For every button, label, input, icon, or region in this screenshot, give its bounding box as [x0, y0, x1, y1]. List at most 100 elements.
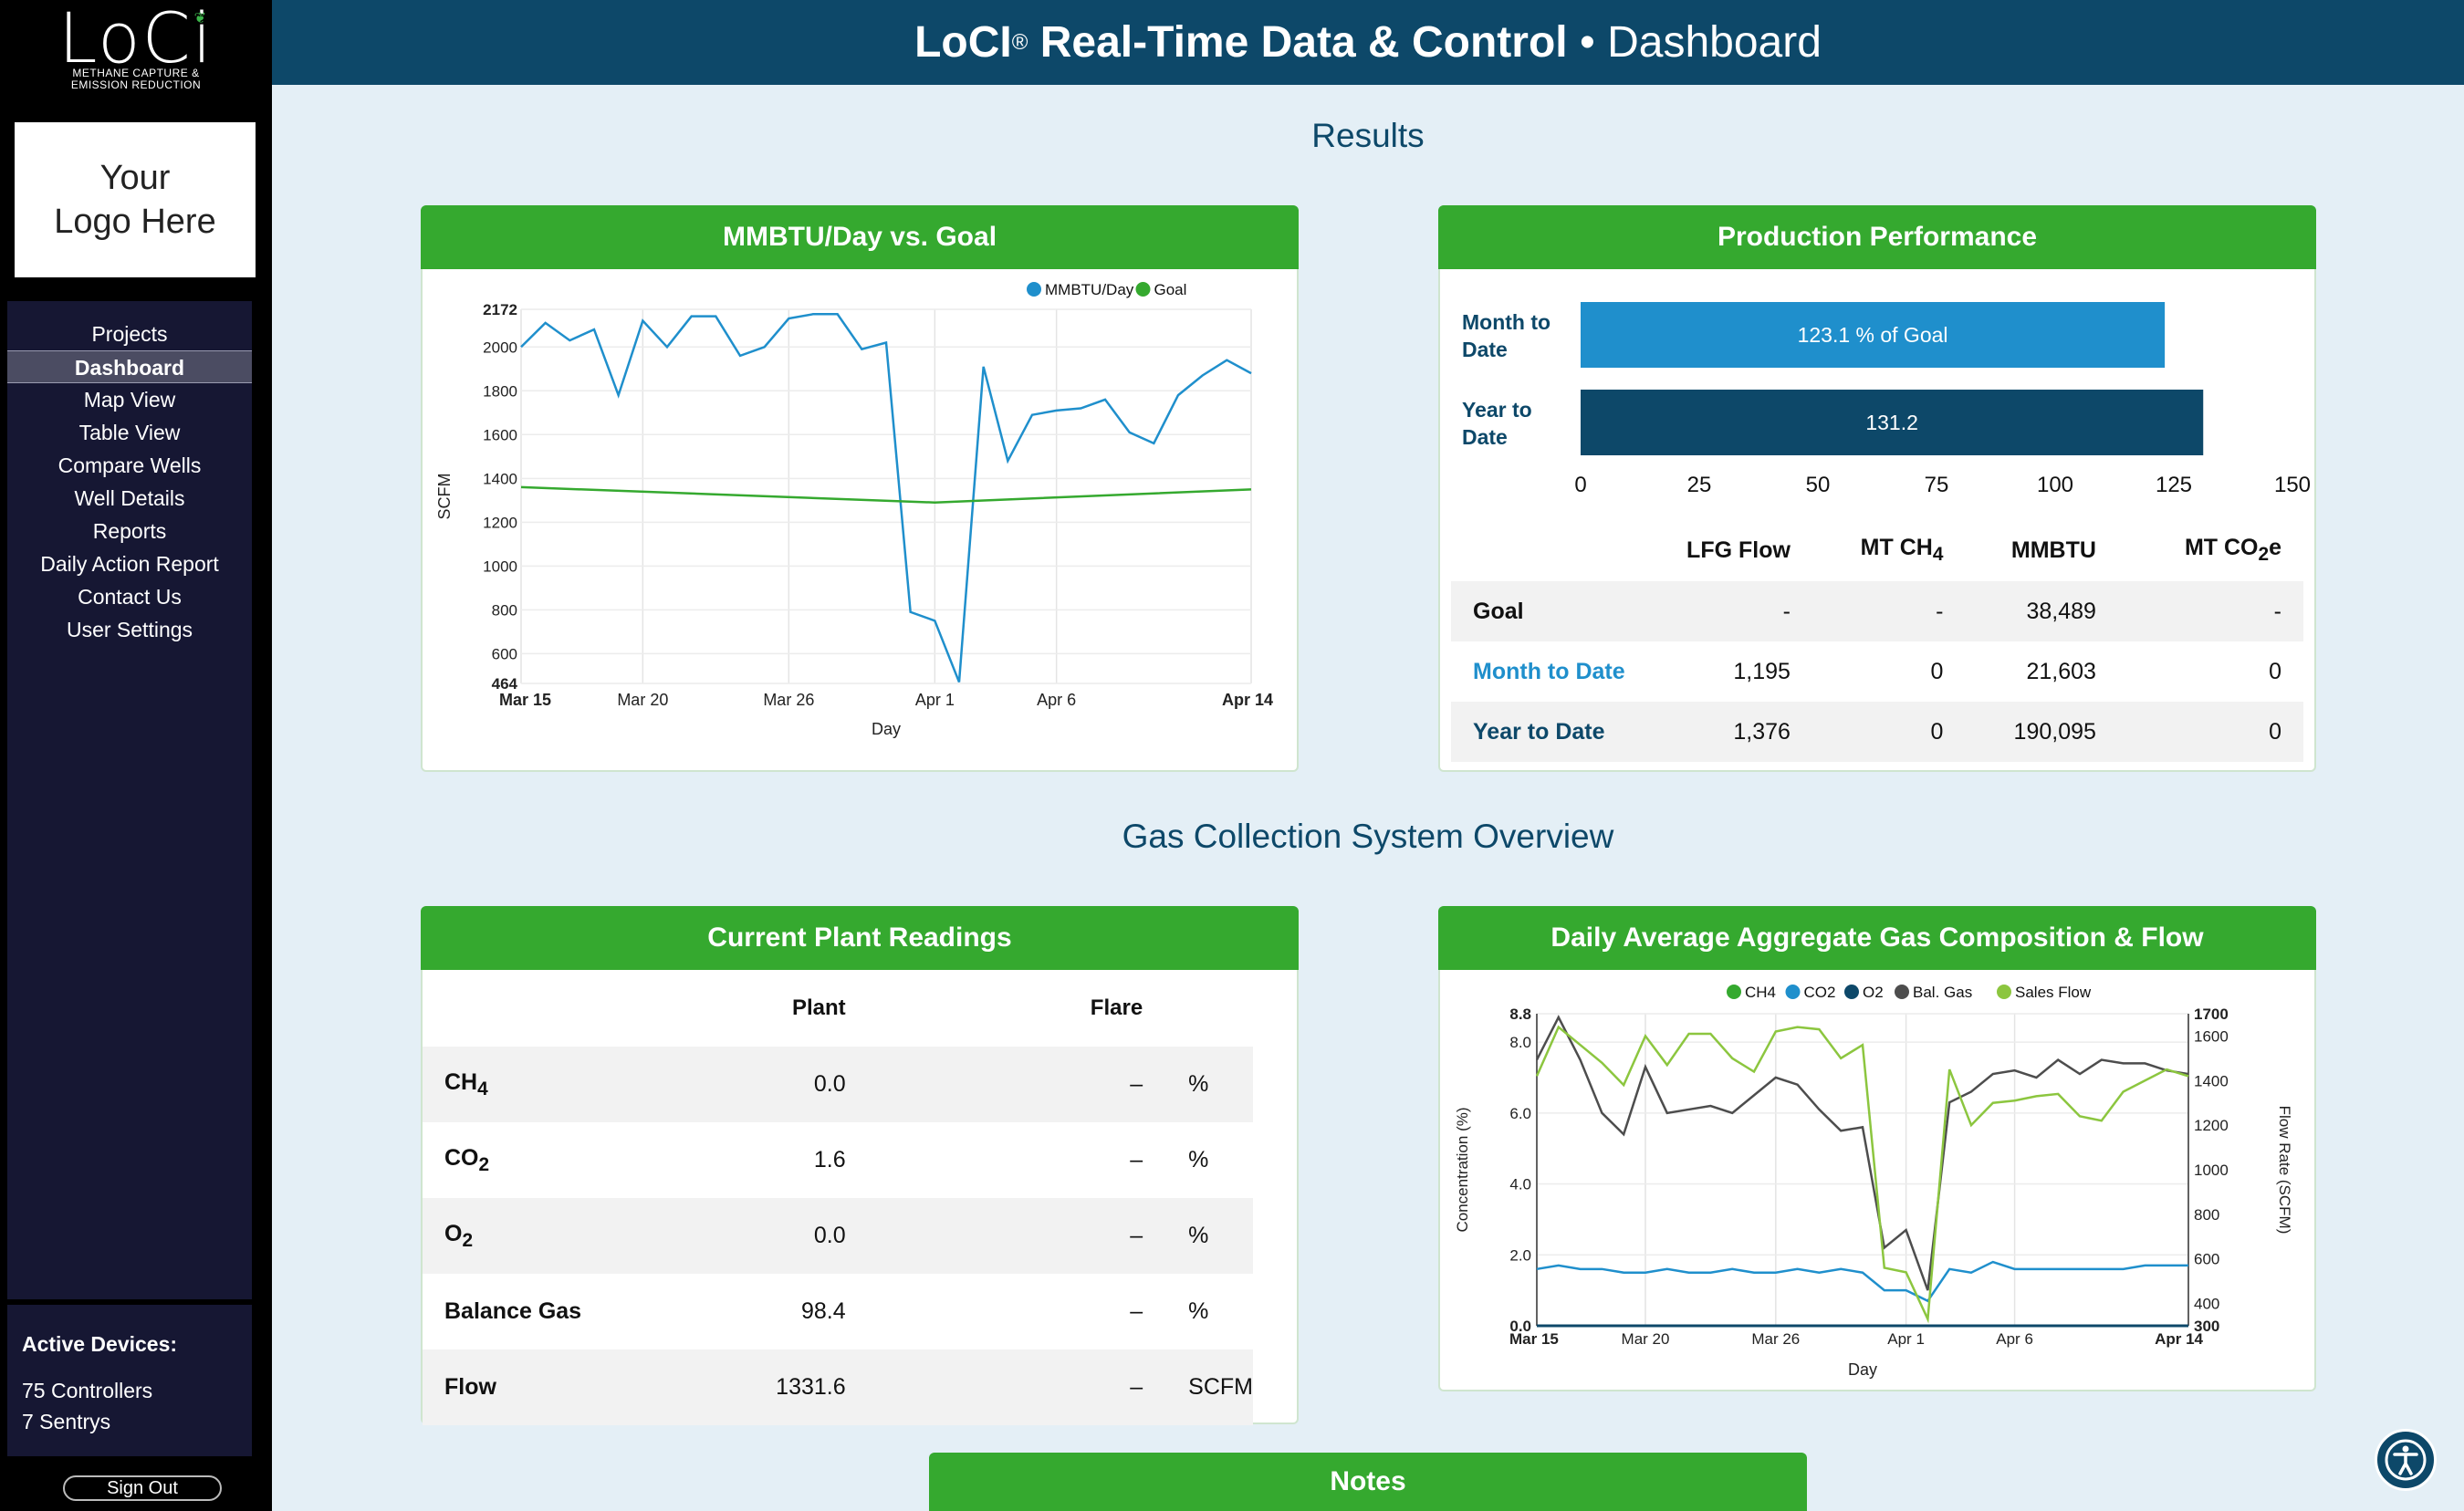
- plant-readings-title: Current Plant Readings: [421, 906, 1299, 970]
- legend-label: Sales Flow: [2015, 984, 2092, 1001]
- production-table: LFG Flow MT CH4 MMBTU MT CO2e Goal - - 3…: [1451, 519, 2303, 762]
- bar-category-label: Month to: [1462, 310, 1550, 334]
- legend-marker: [1027, 282, 1041, 297]
- customer-logo-line1: Your: [99, 159, 171, 197]
- reading-flare-value: –: [1130, 1298, 1143, 1324]
- cell: 38,489: [1965, 581, 2118, 641]
- reading-unit: %: [1143, 1047, 1253, 1122]
- legend-label: Goal: [1154, 281, 1187, 298]
- col-mt-ch4: MT CH4: [1860, 535, 1944, 565]
- legend-marker: [1135, 282, 1151, 297]
- cell: 0: [1811, 702, 1966, 762]
- nav-item-well-details[interactable]: Well Details: [74, 486, 185, 510]
- legend-marker: [1997, 985, 2011, 999]
- y2-tick-label: 400: [2194, 1296, 2219, 1313]
- reading-flare-value: –: [1130, 1147, 1143, 1172]
- reading-unit: %: [1188, 1147, 1209, 1172]
- reading-flare-value: –: [845, 1047, 1143, 1122]
- y2-tick-label: 300: [2194, 1318, 2219, 1335]
- active-devices-panel: Active Devices: 75 Controllers 7 Sentrys: [7, 1305, 252, 1456]
- x-tick-label: Mar 26: [763, 691, 814, 709]
- row-label-year-to-date[interactable]: Year to Date: [1451, 702, 1665, 762]
- sentrys-count: 7 Sentrys: [22, 1410, 111, 1433]
- nav-item-daily-action-report[interactable]: Daily Action Report: [40, 552, 219, 576]
- table-row: Flow 1331.6 – SCFM: [423, 1349, 1253, 1425]
- y-tick-label: 464: [492, 675, 518, 693]
- reading-label-flow: Flow: [423, 1349, 642, 1425]
- plant-readings-table: Plant Flare CH4 0.0 – % CO2 1.6 – % O2 0…: [423, 970, 1253, 1425]
- x-tick-label: 0: [1574, 473, 1586, 497]
- col-lfg-flow: LFG Flow: [1686, 537, 1791, 563]
- x-tick-label: Apr 6: [1037, 691, 1076, 709]
- series-line-bal-gas: [1535, 1015, 2189, 1291]
- reading-plant-value: 0.0: [642, 1198, 846, 1274]
- logo-wordmark: LoCi: [58, 0, 214, 78]
- y2-tick-label: 1000: [2194, 1162, 2229, 1179]
- col-flare: Flare: [1090, 995, 1143, 1020]
- x-tick-label: Mar 15: [499, 691, 551, 709]
- table-row: CO2 1.6 – %: [423, 1122, 1253, 1198]
- y2-axis-label: Flow Rate (SCFM): [2276, 1106, 2293, 1235]
- sign-out-button[interactable]: Sign Out: [63, 1475, 222, 1501]
- gas-composition-title: Daily Average Aggregate Gas Composition …: [1438, 906, 2316, 970]
- accessibility-icon: [2385, 1439, 2427, 1481]
- reading-label-balance-gas: Balance Gas: [444, 1298, 582, 1324]
- production-title: Production Performance: [1438, 205, 2316, 269]
- x-tick-label: 25: [1687, 473, 1712, 497]
- legend-label: O2: [1863, 984, 1884, 1001]
- y-tick-label: 1000: [483, 558, 517, 575]
- gas-composition-card: Daily Average Aggregate Gas Composition …: [1438, 906, 2316, 1391]
- x-axis-label: Day: [1848, 1360, 1877, 1379]
- production-table-header: LFG Flow MT CH4 MMBTU MT CO2e: [1451, 519, 2303, 581]
- y-tick-label: 600: [492, 645, 517, 662]
- y-tick-label: 2000: [483, 339, 517, 356]
- cell: 0: [2269, 658, 2281, 684]
- notes-header: Notes: [929, 1453, 1807, 1511]
- x-tick-label: Mar 15: [1509, 1330, 1559, 1348]
- y-tick-label: 2172: [483, 301, 517, 318]
- legend-marker: [1727, 985, 1741, 999]
- y-tick-label: 0.0: [1509, 1318, 1531, 1335]
- series-line-goal: [520, 485, 1252, 504]
- legend-marker: [1895, 985, 1909, 999]
- x-tick-label: 100: [2037, 473, 2073, 497]
- nav-item-contact-us[interactable]: Contact Us: [78, 585, 182, 609]
- nav-item-table-view[interactable]: Table View: [78, 421, 181, 444]
- table-row: Year to Date 1,376 0 190,095 0: [1451, 702, 2303, 762]
- y2-tick-label: 1200: [2194, 1117, 2229, 1134]
- reading-unit: SCFM: [1143, 1349, 1253, 1425]
- nav-item-reports[interactable]: Reports: [92, 519, 167, 543]
- y-tick-label: 8.0: [1509, 1034, 1531, 1051]
- cell: 1,376: [1664, 702, 1812, 762]
- reading-label-co2: CO2: [444, 1144, 490, 1175]
- y-tick-label: 1600: [483, 426, 517, 443]
- header-brand: LoCI: [914, 18, 1012, 67]
- nav-item-projects[interactable]: Projects: [91, 322, 168, 346]
- nav-item-compare-wells[interactable]: Compare Wells: [57, 453, 202, 477]
- row-label-month-to-date[interactable]: Month to Date: [1473, 658, 1625, 684]
- nav-item-map-view[interactable]: Map View: [83, 388, 176, 412]
- y2-tick-label: 1400: [2194, 1072, 2229, 1089]
- reading-plant-value: 98.4: [800, 1298, 846, 1324]
- legend-label: MMBTU/Day: [1045, 281, 1134, 298]
- y2-tick-label: 600: [2194, 1251, 2219, 1268]
- nav-item-user-settings[interactable]: User Settings: [66, 618, 193, 641]
- row-label-goal: Goal: [1451, 581, 1665, 641]
- header-separator: •: [1579, 18, 1595, 67]
- bar-category-label: Date: [1462, 338, 1508, 361]
- reading-label-o2: O2: [423, 1198, 642, 1274]
- x-tick-label: Mar 20: [617, 691, 668, 709]
- x-tick-label: Apr 14: [1222, 691, 1273, 709]
- reading-flare-value: –: [845, 1198, 1143, 1274]
- reading-flare-value: –: [845, 1349, 1143, 1425]
- cell: 21,603: [2026, 658, 2096, 684]
- cell: 0: [1930, 658, 1944, 684]
- col-mt-co2e: MT CO2e: [2184, 535, 2281, 565]
- bar-category-label: Date: [1462, 425, 1508, 449]
- x-tick-label: 50: [1806, 473, 1831, 497]
- series-line-co2: [1536, 1260, 2188, 1303]
- nav-item-dashboard[interactable]: Dashboard: [7, 350, 252, 383]
- accessibility-button[interactable]: [2375, 1429, 2437, 1491]
- reading-plant-value: 1.6: [813, 1147, 846, 1172]
- table-row: O2 0.0 – %: [423, 1198, 1253, 1274]
